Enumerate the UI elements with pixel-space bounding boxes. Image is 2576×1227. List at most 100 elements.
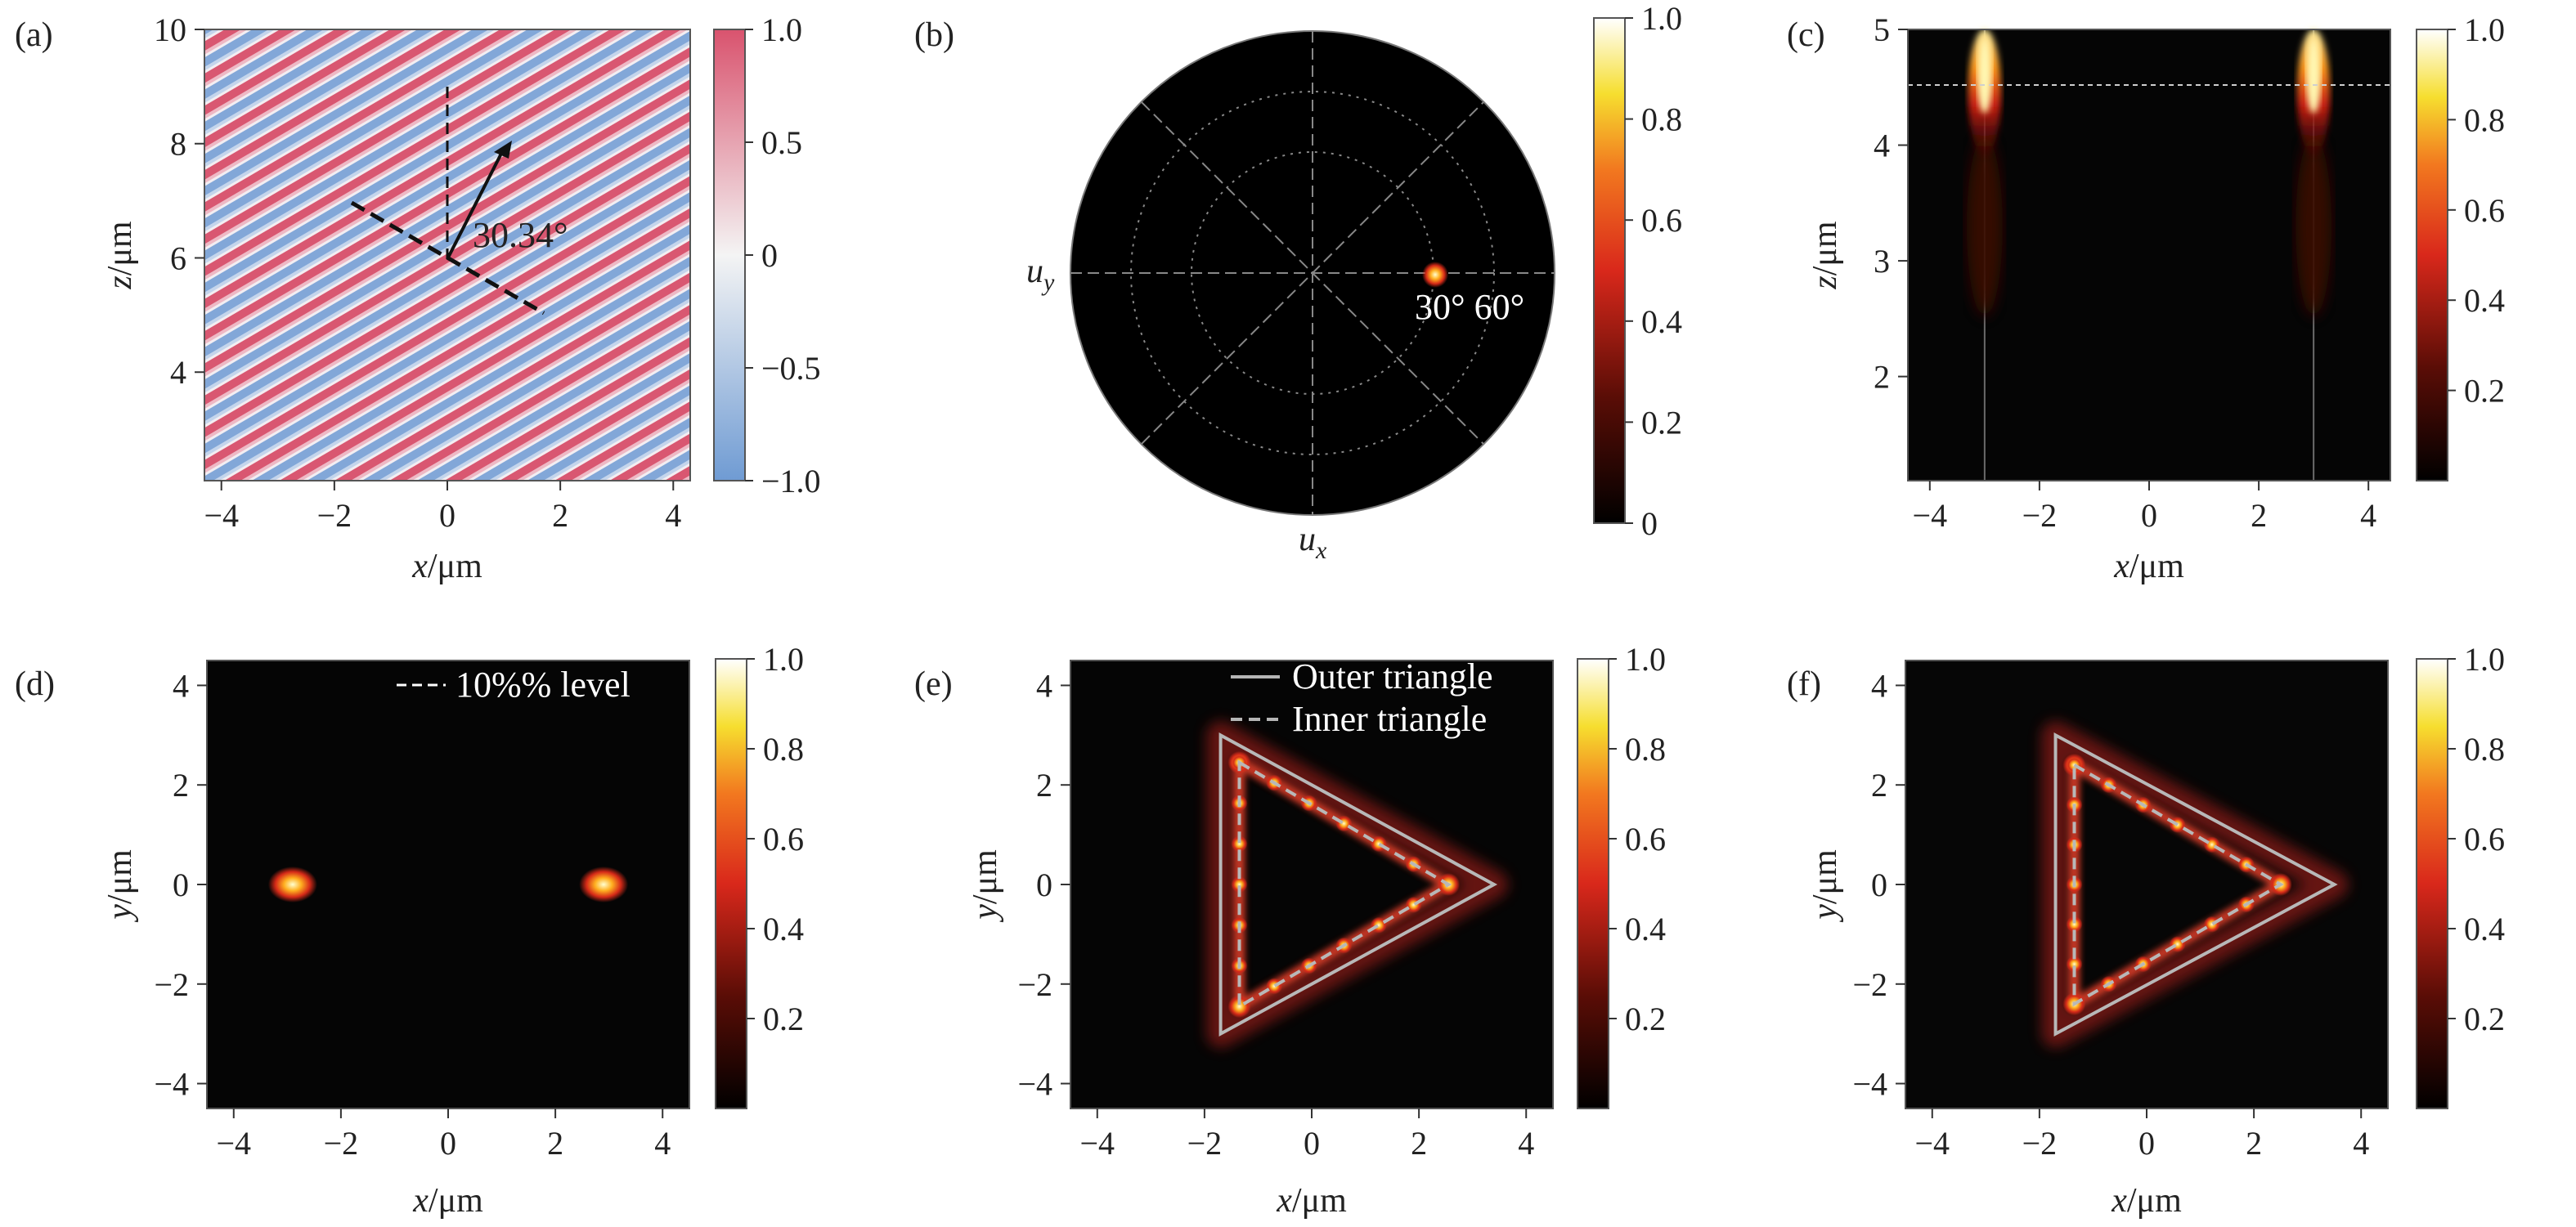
y-tick-label: −2: [1852, 966, 1887, 1003]
x-tick-label: 0: [2138, 1125, 2155, 1162]
y-axis-label: y/μm: [101, 849, 139, 923]
x-tick-label: −2: [2022, 497, 2058, 534]
panel-c-label: (c): [1787, 16, 1825, 54]
panel-f-triangles: [2041, 721, 2349, 1048]
colorbar-tick-label: 0.6: [1641, 202, 1682, 239]
hot-spot: [2203, 836, 2220, 853]
x-tick-label: −2: [2022, 1125, 2058, 1162]
x-tick-label: 2: [547, 1125, 563, 1162]
x-tick-label: 4: [2353, 1125, 2369, 1162]
panel-d-colorbar: [715, 658, 747, 1109]
colorbar-tick-label: 0.2: [2464, 373, 2505, 410]
panel-b-colorbar: [1593, 17, 1626, 524]
colorbar-tick-label: 0.2: [763, 1001, 804, 1037]
y-tick-label: −4: [1852, 1066, 1887, 1103]
y-tick-label: 4: [1036, 667, 1052, 704]
focal-spot: [579, 867, 629, 902]
x-tick-label: −2: [317, 497, 352, 534]
colorbar-tick-label: 0.8: [1641, 101, 1682, 138]
colorbar-tick-label: 0.8: [2464, 101, 2505, 138]
panel-e-triangles: [1206, 721, 1508, 1048]
x-tick-label: 0: [1304, 1125, 1320, 1162]
y-tick-label: −2: [1017, 966, 1052, 1003]
x-tick-label: 4: [665, 497, 681, 534]
colorbar-tick-label: 1.0: [763, 641, 804, 678]
colorbar-tick-label: 0.4: [2464, 911, 2505, 947]
y-tick-label: 2: [1874, 359, 1890, 396]
beam-core: [2306, 38, 2322, 114]
x-tick-label: −4: [1914, 1125, 1950, 1162]
colorbar-tick-label: 1.0: [761, 11, 802, 48]
hot-spot: [1227, 995, 1251, 1019]
colorbar-tick-label: 0.6: [763, 821, 804, 858]
x-tick-label: −4: [1079, 1125, 1115, 1162]
inner-triangle: [1237, 759, 1452, 1010]
colorbar-tick-label: 0: [1641, 505, 1658, 542]
panel-a-colorbar: [713, 29, 746, 481]
colorbar-tick-label: −1.0: [761, 463, 821, 499]
beam-tail: [1966, 136, 2003, 316]
x-axis-label: x/μm: [412, 1182, 483, 1220]
panel-a-angle-label: 30.34°: [473, 215, 568, 255]
y-tick-label: 5: [1874, 11, 1890, 48]
panel-d-spots: [267, 867, 629, 902]
panel-f: (f) −4 −2 0 2 4 −4 −2 0 2 4 x/μm y/μm 1.0 0.8 0.6 0.4 0…: [1787, 641, 2505, 1220]
x-axis-label: x/μm: [1276, 1182, 1347, 1220]
x-tick-label: −4: [204, 497, 239, 534]
hot-spot: [1370, 835, 1387, 853]
x-tick-label: 4: [1518, 1125, 1534, 1162]
panel-b-ux-label: ux: [1299, 521, 1327, 564]
panel-a-axes: −4 −2 0 2 4 4 6 8 10 x/μm z/μm: [101, 11, 681, 585]
panel-a-colorbar-ticks: 1.0 0.5 0 −0.5 −1.0: [745, 11, 821, 499]
y-tick-label: 2: [173, 767, 189, 804]
y-tick-label: 4: [1874, 128, 1890, 164]
colorbar-tick-label: 1.0: [1625, 641, 1666, 678]
hot-spot: [1370, 916, 1387, 934]
panel-c-axes: −4 −2 0 2 4 2 3 4 5 x/μm z/μm: [1806, 11, 2376, 585]
y-axis-label: y/μm: [1806, 849, 1844, 923]
panel-b-spokes: [1070, 31, 1555, 515]
focal-spot: [267, 867, 317, 902]
colorbar-tick-label: 0.4: [1625, 911, 1666, 947]
colorbar-tick-label: 0.6: [2464, 192, 2505, 229]
colorbar-tick-label: 0.8: [1625, 731, 1666, 768]
y-tick-label: 0: [173, 867, 189, 903]
panel-f-colorbar-ticks: 1.0 0.8 0.6 0.4 0.2: [2448, 641, 2505, 1037]
y-tick-label: 4: [173, 667, 189, 704]
colorbar-tick-label: −0.5: [761, 350, 821, 387]
hot-spot: [1266, 978, 1283, 995]
y-tick-label: 4: [170, 354, 186, 391]
panel-e-legend-inner: Inner triangle: [1292, 699, 1487, 739]
colorbar-tick-label: 0.4: [1641, 303, 1682, 340]
y-tick-label: 8: [170, 126, 186, 163]
y-axis-label: z/μm: [1806, 221, 1844, 290]
y-tick-label: 2: [1036, 767, 1052, 804]
outer-triangle: [1218, 732, 1498, 1037]
panel-e-axes: −4 −2 0 2 4 −4 −2 0 2 4 x/μm y/μm: [967, 667, 1534, 1220]
y-tick-label: 6: [170, 240, 186, 276]
panel-e: (e) Outer triangle Inner triangle −4 −2 0 2…: [914, 641, 1666, 1220]
hot-spot: [1405, 896, 1422, 913]
colorbar-tick-label: 1.0: [2464, 11, 2505, 48]
panel-b-spot: [1422, 262, 1448, 288]
x-axis-label: x/μm: [411, 548, 482, 585]
y-axis-label: z/μm: [101, 221, 139, 290]
panel-a-label: (a): [15, 16, 53, 54]
hot-spot: [2066, 956, 2083, 973]
outer-triangle: [2053, 732, 2338, 1037]
y-tick-label: 3: [1874, 243, 1890, 280]
y-tick-label: 0: [1036, 867, 1052, 903]
x-axis-label: x/μm: [2113, 548, 2184, 585]
colorbar-tick-label: 0.2: [1641, 404, 1682, 441]
y-tick-label: −4: [154, 1066, 189, 1103]
panel-d: (d) 10%% level −4 −2 0 2 4 −4 −2 0 2 4 x/μm y/μm 1.…: [15, 641, 804, 1220]
panel-a-arrowhead-icon: [494, 141, 512, 159]
colorbar-tick-label: 0: [761, 237, 778, 274]
inner-triangle: [2072, 762, 2284, 1007]
panel-e-colorbar-ticks: 1.0 0.8 0.6 0.4 0.2: [1609, 641, 1666, 1037]
panel-b: (b) 30° 60° uy ux 1.0 0.8 0.6 0.4 0.2 0: [914, 0, 1682, 564]
colorbar-tick-label: 0.5: [761, 124, 802, 161]
panel-c-colorbar: [2416, 29, 2448, 481]
panel-d-colorbar-ticks: 1.0 0.8 0.6 0.4 0.2: [747, 641, 804, 1037]
